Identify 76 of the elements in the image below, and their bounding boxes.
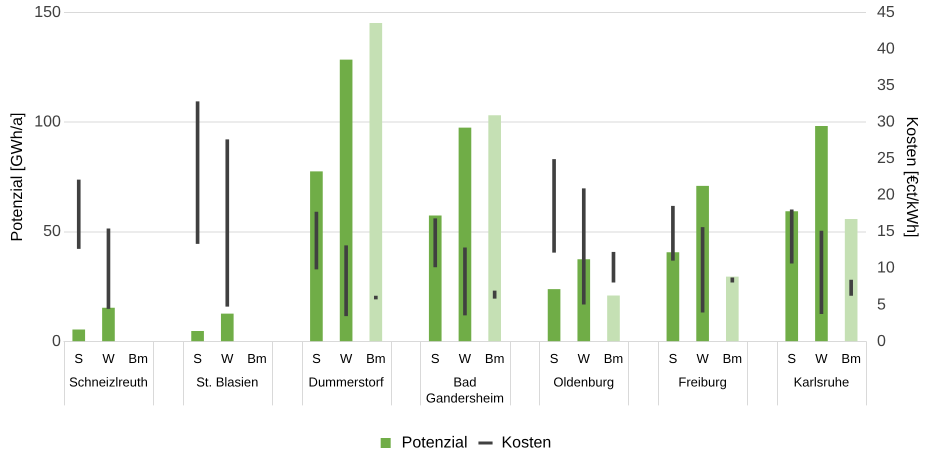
text: Dummerstorf [308, 374, 384, 390]
bar [314, 212, 318, 270]
y2-tick-label: 20 [877, 186, 895, 204]
y2-tick-label: 35 [877, 77, 895, 94]
y2-tick-label: 45 [877, 4, 895, 22]
bar [849, 280, 853, 296]
y-tick-label: 100 [34, 114, 61, 131]
y2-tick-label: 0 [877, 332, 886, 350]
x-tick-label: S [312, 350, 322, 366]
bar [369, 23, 382, 342]
bar [790, 210, 794, 264]
bar [548, 289, 560, 342]
x-tick-label: W [221, 350, 234, 366]
bar [340, 60, 352, 342]
text: St. Blasien [196, 374, 258, 390]
bar [463, 248, 467, 316]
bar [844, 218, 858, 342]
legend-label: Kosten [502, 434, 552, 452]
x-tick-label: Bm [484, 350, 504, 366]
bar [433, 218, 438, 268]
bar [102, 308, 115, 342]
x-tick-label: W [815, 350, 828, 366]
x-tick-label: S [193, 350, 202, 366]
x-tick-label: W [340, 350, 353, 366]
bar [612, 252, 616, 283]
y-tick-label: 50 [43, 223, 61, 240]
bar [374, 296, 378, 300]
legend-label: Potenzial [402, 434, 468, 452]
text: Karlsruhe [794, 374, 850, 390]
bar [220, 314, 234, 342]
text: Schneizlreuth [69, 374, 148, 390]
bar [552, 159, 556, 253]
text: Bad Gandersheim [426, 374, 504, 406]
y2-tick-label: 30 [877, 114, 895, 131]
y2-tick-label: 25 [877, 150, 895, 168]
bar [671, 206, 675, 261]
y2-tick-label: 40 [877, 40, 895, 58]
y2-tick-label: 5 [877, 296, 886, 314]
y2-axis-title: Kosten [€ct/kWh] [902, 116, 920, 238]
x-tick-label: W [696, 350, 710, 366]
y-axis-title: Potenzial [GWh/a] [9, 112, 26, 242]
x-tick-label: Bm [604, 350, 624, 366]
text: Freiburg [678, 374, 727, 390]
x-tick-label: Bm [366, 350, 386, 366]
x-tick-label: S [74, 350, 84, 366]
x-tick-label: S [430, 350, 440, 366]
x-tick-label: Bm [128, 350, 148, 366]
y-tick-label: 0 [52, 332, 61, 350]
bar [310, 171, 323, 342]
text: Oldenburg [553, 374, 614, 390]
bar [820, 230, 824, 314]
x-tick-label: Bm [247, 350, 267, 366]
bar [72, 329, 86, 342]
bar [730, 278, 734, 283]
bar [196, 101, 200, 244]
x-tick-label: Bm [722, 350, 742, 366]
x-tick-label: W [102, 350, 116, 366]
x-tick-label: S [668, 350, 678, 366]
bar [666, 252, 680, 342]
y2-tick-label: 15 [877, 223, 895, 240]
x-tick-label: Bm [841, 350, 861, 366]
y2-tick-label: 10 [877, 260, 895, 277]
bar [344, 245, 348, 316]
y-tick-label: 150 [34, 4, 61, 22]
x-tick-label: W [458, 350, 472, 366]
x-tick-label: W [578, 350, 591, 366]
bar [700, 227, 704, 313]
bar [488, 115, 501, 342]
x-tick-label: S [550, 350, 559, 366]
bar [191, 330, 204, 342]
bar [492, 290, 496, 299]
bar [76, 180, 81, 249]
bar [726, 276, 739, 342]
bar [225, 139, 230, 307]
bar [607, 295, 620, 342]
x-tick-label: S [787, 350, 796, 366]
